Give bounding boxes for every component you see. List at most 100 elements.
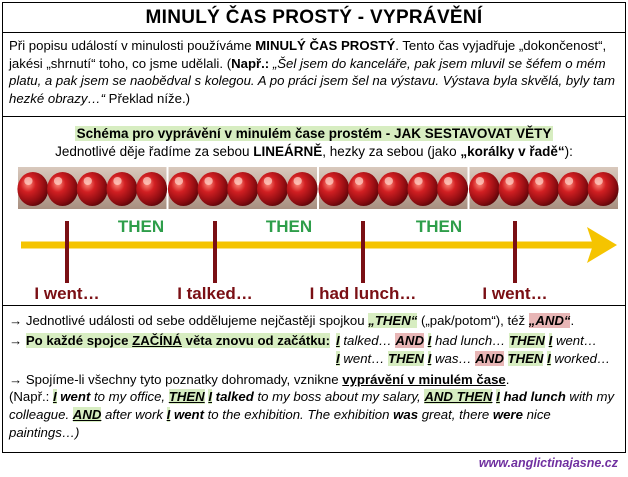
intro-text-1: Při popisu událostí v minulosti používám…	[9, 38, 256, 53]
intro-example-label: Např.:	[231, 55, 270, 71]
bead	[17, 172, 49, 206]
rule3-text-c: .	[505, 371, 510, 387]
rule1-text-b: („pak/potom“), též	[417, 313, 529, 328]
example-text: went…	[552, 332, 597, 348]
rule2-hl-a: Po každé spojce	[25, 332, 133, 348]
worksheet-frame: MINULÝ ČAS PROSTÝ - VYPRÁVĚNÍ Při popisu…	[2, 2, 626, 453]
schema-sub-linear: LINEÁRNĚ	[253, 144, 323, 159]
bead	[167, 172, 199, 206]
intro-paragraph: Při popisu událostí v minulosti používám…	[9, 37, 621, 107]
highlighted-word: AND	[72, 407, 102, 423]
example-text: nice paintings…)	[9, 407, 551, 440]
example-row-2-wrap: I went… THEN I was… AND THEN I worked…	[9, 350, 621, 368]
highlighted-word: I	[52, 389, 57, 405]
example-text: was…	[431, 350, 476, 366]
bead	[498, 172, 530, 206]
example-text: was	[393, 407, 419, 423]
bead-highlight	[53, 177, 63, 185]
bead-highlight	[325, 177, 334, 185]
event-label: I had lunch…	[310, 284, 417, 303]
intro-example-text: „Šel jsem do kanceláře, pak jsem mluvil …	[9, 55, 615, 106]
bead-highlight	[293, 177, 302, 185]
then-word: „THEN“	[368, 313, 418, 328]
highlighted-word: I	[548, 332, 553, 348]
rule2-hl-b: věta znovu od začátku:	[181, 332, 330, 348]
schema-title-text: Schéma pro vyprávění v minulém čase pros…	[74, 126, 554, 141]
bead	[257, 172, 288, 206]
bead-highlight	[535, 177, 544, 185]
website-link[interactable]: www.anglictinajasne.cz	[478, 456, 618, 470]
rule2-arrow: →	[9, 332, 26, 348]
bead-highlight	[594, 177, 603, 185]
intro-text-2: . Tento čas vyjadřuje „dokončenost“, jak…	[9, 38, 607, 71]
rule3-narrative: vyprávění v minulém čase	[342, 371, 506, 387]
intro-tense-name: MINULÝ ČAS PROSTÝ	[255, 38, 396, 53]
bead	[407, 172, 439, 206]
example-row-1: I talked… AND I had lunch… THEN I went…	[336, 332, 597, 350]
bead-highlight	[174, 177, 184, 185]
intro-text-4: Překlad níže.)	[105, 90, 191, 106]
example-text: went	[56, 389, 91, 405]
bead-highlight	[204, 177, 213, 185]
timeline-tick	[65, 221, 69, 283]
highlighted-word: I	[496, 389, 500, 405]
bead	[377, 172, 409, 206]
rules-section: → Jednotlivé události od sebe oddělujeme…	[9, 312, 621, 442]
timeline-tick	[213, 221, 217, 283]
highlighted-word: I	[547, 350, 551, 366]
example-text: with my colleague.	[9, 389, 615, 423]
bead-highlight	[83, 177, 92, 185]
example-text: great, there	[418, 407, 493, 423]
page-title: MINULÝ ČAS PROSTÝ - VYPRÁVĚNÍ	[3, 3, 625, 33]
example-text: talked…	[339, 332, 396, 348]
bead	[528, 172, 560, 206]
example-row-2: I went… THEN I was… AND THEN I worked…	[336, 350, 610, 368]
example-text: went…	[339, 350, 389, 366]
bead-highlight	[263, 177, 273, 185]
highlighted-word: I	[336, 350, 340, 366]
narrative-example: (Např.: I went to my office, THEN I talk…	[9, 388, 621, 441]
rule3-text-a: → Spojíme-li všechny tyto poznatky dohro…	[9, 371, 343, 387]
highlighted-word: I	[336, 332, 340, 348]
example-text: had lunch	[499, 389, 566, 405]
timeline-tick	[361, 221, 365, 283]
rule1-text-c: .	[570, 313, 575, 328]
example-text: after work	[101, 407, 167, 423]
bead	[468, 172, 500, 206]
bead	[76, 172, 108, 206]
highlighted-word: THEN	[168, 389, 205, 405]
example-text: were	[492, 407, 523, 423]
example-text: AND	[475, 350, 504, 366]
example-text: talked	[212, 389, 254, 405]
example-text: THEN	[507, 350, 544, 366]
divider	[3, 305, 625, 306]
highlighted-word: AND THEN	[424, 389, 493, 405]
rule1-text-a: → Jednotlivé události od sebe oddělujeme…	[9, 313, 369, 328]
bead	[587, 172, 619, 206]
bead-highlight	[234, 177, 243, 185]
bead	[106, 172, 138, 206]
bead-highlight	[24, 177, 33, 185]
highlighted-word: I	[427, 350, 432, 366]
timeline-diagram: I went… I talked… I had lunch… I went… THEN T…	[21, 217, 617, 303]
and-word: „AND“	[528, 313, 571, 328]
rule-narrative: → Spojíme-li všechny tyto poznatky dohro…	[9, 371, 621, 389]
schema-sub-2: , hezky za sebou (jako	[322, 144, 461, 159]
bead	[437, 172, 469, 206]
bead	[558, 172, 589, 206]
event-label: I went…	[34, 284, 99, 303]
rule-restart: → Po každé spojce ZAČÍNÁ věta znovu od z…	[9, 332, 621, 350]
highlighted-word: I	[166, 407, 171, 423]
rule-conjunctions: → Jednotlivé události od sebe oddělujeme…	[9, 312, 621, 330]
schema-sub-1: Jednotlivé děje řadíme za sebou	[55, 144, 254, 159]
bead-highlight	[143, 177, 152, 185]
then-label: THEN	[118, 217, 164, 236]
bead-highlight	[113, 177, 122, 185]
beads-image	[17, 167, 619, 209]
rule2-highlight: Po každé spojce ZAČÍNÁ věta znovu od zač…	[25, 332, 330, 348]
schema-sub-beads: „korálky v řadě“	[460, 144, 565, 159]
bead-highlight	[414, 177, 423, 185]
example-text: THEN	[388, 350, 424, 366]
bead-highlight	[444, 177, 453, 185]
example-text: to the exhibition. The exhibition	[203, 407, 394, 423]
